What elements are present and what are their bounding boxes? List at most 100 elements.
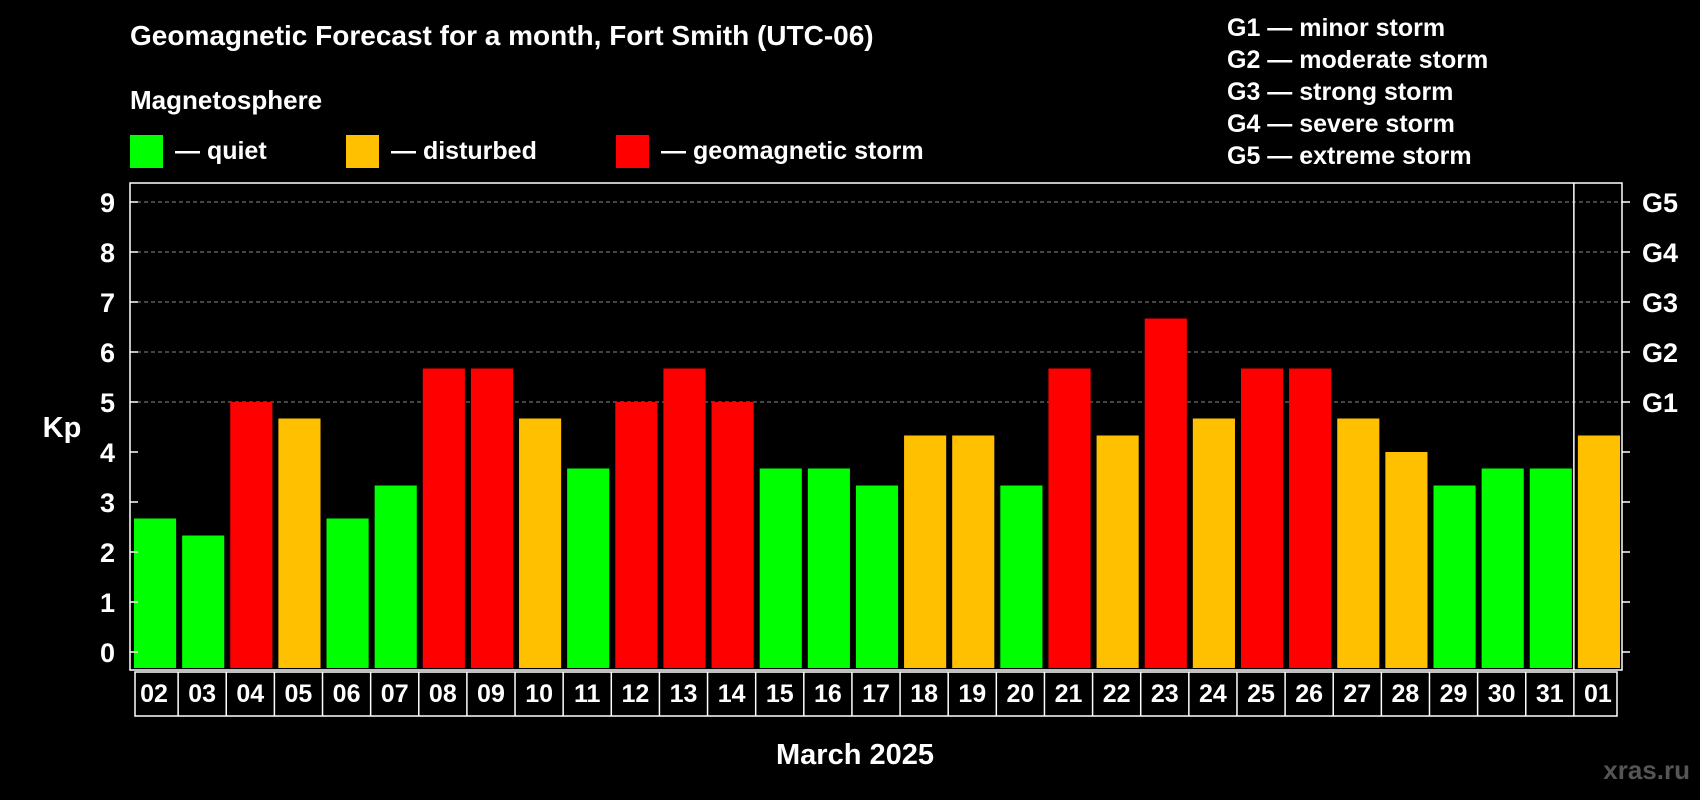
bar-11 (567, 468, 610, 668)
storm-level-g3: G3 — strong storm (1227, 78, 1454, 106)
bar-05 (278, 418, 321, 668)
bar-10 (519, 418, 562, 668)
y-axis-label: Kp (43, 412, 82, 444)
x-tick-label-07: 07 (381, 680, 409, 708)
y-tick-label-3: 3 (100, 488, 115, 518)
x-tick-label-31: 31 (1536, 680, 1564, 708)
disturbed-swatch (346, 134, 379, 168)
x-tick-label-02: 02 (140, 680, 168, 708)
category-box-frame (134, 671, 1618, 717)
x-tick-label-21: 21 (1055, 680, 1083, 708)
legend-quiet-label: — quiet (175, 136, 267, 165)
bar-08 (422, 368, 465, 668)
x-tick-label-04: 04 (236, 680, 264, 708)
bar-20 (1000, 485, 1043, 668)
bar-03 (182, 535, 225, 668)
x-tick-label-27: 27 (1343, 680, 1371, 708)
x-tick-label-25: 25 (1247, 680, 1275, 708)
x-tick-label-19: 19 (958, 680, 986, 708)
bar-27 (1337, 418, 1380, 668)
x-tick-label-23: 23 (1151, 680, 1179, 708)
right-label-G2: G2 (1642, 338, 1678, 368)
bar-15 (759, 468, 802, 668)
x-tick-label-22: 22 (1103, 680, 1131, 708)
storm-level-g4: G4 — severe storm (1227, 110, 1455, 138)
right-label-G3: G3 (1642, 288, 1678, 318)
x-tick-label-10: 10 (525, 680, 553, 708)
legend-quiet: — quiet (130, 134, 267, 168)
bar-24 (1192, 418, 1235, 668)
x-tick-label-20: 20 (1006, 680, 1034, 708)
x-tick-label-18: 18 (910, 680, 938, 708)
x-tick-label-12: 12 (621, 680, 649, 708)
right-label-G4: G4 (1642, 238, 1678, 268)
plot-frame (129, 182, 1623, 671)
x-tick-label-05: 05 (285, 680, 313, 708)
bar-22 (1096, 435, 1139, 668)
bar-02 (134, 518, 177, 668)
y-tick-label-1: 1 (100, 588, 115, 618)
bar-18 (904, 435, 947, 668)
legend-storm: — geomagnetic storm (616, 134, 924, 168)
bar-31 (1529, 468, 1572, 668)
storm-level-g5: G5 — extreme storm (1227, 142, 1472, 170)
x-tick-label-17: 17 (862, 680, 890, 708)
bar-06 (326, 518, 369, 668)
legend-storm-label: — geomagnetic storm (661, 136, 924, 165)
bar-25 (1240, 368, 1284, 668)
legend-disturbed-label: — disturbed (391, 136, 537, 165)
bar-07 (374, 485, 417, 668)
y-tick-label-4: 4 (100, 438, 115, 468)
bar-14 (711, 402, 754, 668)
x-tick-label-16: 16 (814, 680, 842, 708)
magnetosphere-heading: Magnetosphere (130, 85, 323, 115)
y-tick-label-6: 6 (100, 338, 115, 368)
x-tick-label-13: 13 (670, 680, 698, 708)
y-tick-label-0: 0 (100, 638, 115, 668)
bar-17 (855, 485, 899, 668)
x-tick-label-08: 08 (429, 680, 457, 708)
x-tick-label-11: 11 (574, 680, 601, 708)
storm-level-g2: G2 — moderate storm (1227, 46, 1489, 74)
right-label-G1: G1 (1642, 388, 1678, 418)
chart-title: Geomagnetic Forecast for a month, Fort S… (130, 20, 874, 51)
bar-13 (663, 368, 706, 668)
bar-09 (470, 368, 514, 668)
bar-16 (807, 468, 850, 668)
x-tick-label-15: 15 (766, 680, 794, 708)
storm-swatch (616, 134, 649, 168)
right-label-G5: G5 (1642, 188, 1678, 218)
x-tick-label-24: 24 (1199, 680, 1227, 708)
y-tick-label-2: 2 (100, 538, 115, 568)
legend-disturbed: — disturbed (346, 134, 537, 168)
x-tick-label-09: 09 (477, 680, 505, 708)
x-tick-label-14: 14 (718, 680, 746, 708)
y-tick-label-5: 5 (100, 388, 115, 418)
x-tick-label-29: 29 (1440, 680, 1468, 708)
bar-01 (1577, 435, 1620, 668)
x-tick-label-26: 26 (1295, 680, 1323, 708)
bar-12 (615, 402, 658, 668)
x-tick-label-03: 03 (188, 680, 216, 708)
bar-19 (952, 435, 995, 668)
bar-23 (1144, 318, 1187, 668)
watermark: xras.ru (1603, 755, 1690, 785)
y-tick-label-8: 8 (100, 238, 115, 268)
storm-level-legend: G1 — minor storm G2 — moderate storm G3 … (1227, 12, 1488, 172)
bar-04 (230, 402, 273, 668)
storm-level-g1: G1 — minor storm (1227, 14, 1446, 42)
x-tick-label-01: 01 (1584, 680, 1612, 708)
quiet-swatch (130, 134, 163, 168)
y-tick-label-9: 9 (100, 188, 115, 218)
bar-26 (1289, 368, 1332, 668)
bar-28 (1385, 452, 1428, 668)
x-tick-label-06: 06 (333, 680, 361, 708)
bar-30 (1481, 468, 1524, 668)
x-tick-label-28: 28 (1392, 680, 1420, 708)
y-tick-label-7: 7 (100, 288, 115, 318)
x-axis-label: March 2025 (776, 739, 934, 771)
x-tick-label-30: 30 (1488, 680, 1516, 708)
bar-29 (1433, 485, 1476, 668)
bar-21 (1048, 368, 1091, 668)
